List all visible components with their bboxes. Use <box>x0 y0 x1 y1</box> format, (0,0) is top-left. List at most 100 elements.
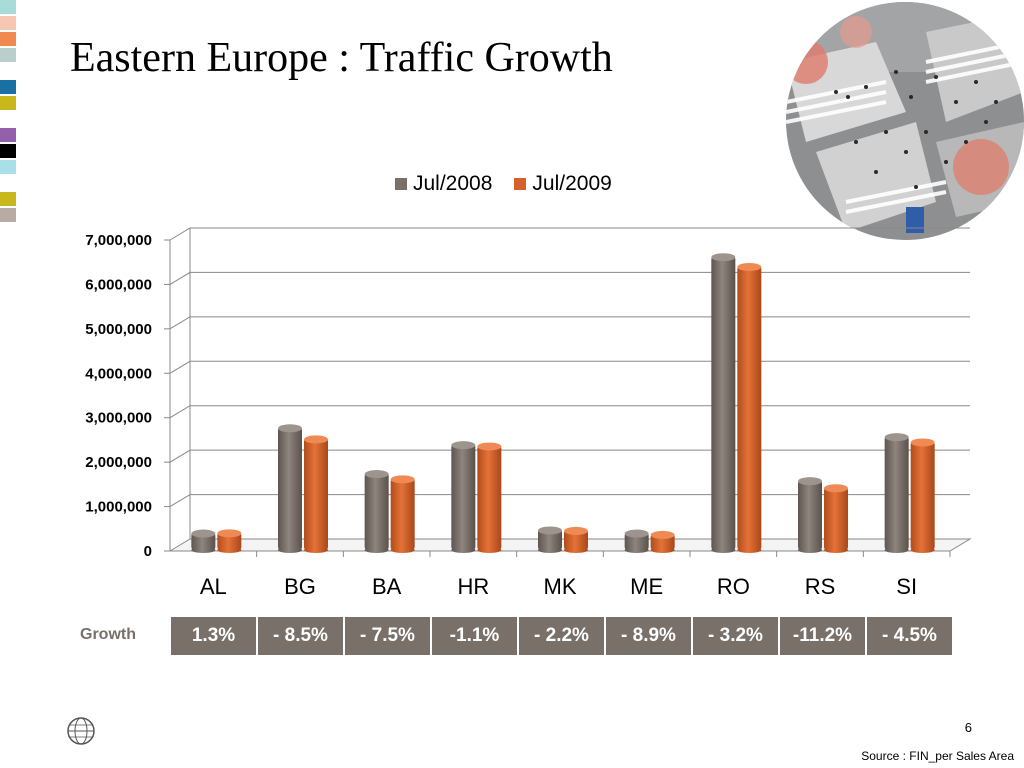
strip-swatch <box>0 16 16 30</box>
bar-cap <box>650 530 675 539</box>
bar-al-2008 <box>191 529 216 553</box>
y-tick-label: 6,000,000 <box>85 276 152 293</box>
bar-cap <box>538 526 562 535</box>
bar-body <box>390 478 415 550</box>
bar-cap <box>304 435 328 444</box>
bar-body <box>451 444 476 550</box>
y-tick-label: 4,000,000 <box>85 365 152 382</box>
bar-cap <box>711 253 736 262</box>
y-tick-label: 1,000,000 <box>85 499 152 516</box>
page-title: Eastern Europe : Traffic Growth <box>70 35 613 81</box>
chart-legend: Jul/2008 Jul/2009 <box>395 172 634 196</box>
growth-cell: 1.3% <box>171 617 256 655</box>
legend-item-2009: Jul/2009 <box>514 172 612 196</box>
bar-body <box>910 441 935 550</box>
bar-base <box>538 547 562 553</box>
strip-swatch <box>0 192 16 206</box>
strip-swatch <box>0 0 16 14</box>
strip-swatch <box>0 144 16 158</box>
bar-base <box>824 547 848 553</box>
bar-cap <box>364 470 389 479</box>
bar-base <box>278 547 302 553</box>
legend-label-2009: Jul/2009 <box>532 172 612 195</box>
strip-swatch <box>0 80 16 94</box>
bar-base <box>564 547 588 553</box>
bar-cap <box>624 529 649 538</box>
bar-ro-2009 <box>737 262 762 553</box>
gridline <box>169 271 970 285</box>
bar-cap <box>278 424 302 433</box>
bar-al-2009 <box>217 529 242 553</box>
bar-body <box>798 480 822 550</box>
bar-body <box>824 487 848 550</box>
bar-cap <box>824 484 848 493</box>
bar-base <box>737 547 762 553</box>
bar-base <box>191 547 216 553</box>
growth-cell: -1.1% <box>432 617 517 655</box>
bar-body <box>477 445 502 550</box>
bar-ro-2008 <box>711 253 736 553</box>
bar-body <box>884 436 909 550</box>
bar-bg-2008 <box>278 424 302 553</box>
legend-swatch-2009 <box>514 178 527 190</box>
bar-base <box>217 547 242 553</box>
x-tick-label: SI <box>896 574 917 599</box>
x-tick-label: RO <box>717 574 750 599</box>
growth-cell: - 8.5% <box>258 617 343 655</box>
legend-item-2008: Jul/2008 <box>395 172 492 196</box>
x-tick-label: BA <box>372 574 402 599</box>
bar-base <box>451 547 476 553</box>
gridline <box>169 360 970 374</box>
bar-hr-2009 <box>477 442 502 553</box>
strip-swatch <box>0 32 16 46</box>
growth-cell: - 4.5% <box>867 617 952 655</box>
bar-base <box>364 547 389 553</box>
x-tick-label: HR <box>457 574 489 599</box>
bar-cap <box>564 526 588 535</box>
source-note: Source : FIN_per Sales Area <box>861 749 1014 763</box>
y-tick-label: 7,000,000 <box>85 232 152 249</box>
bar-body <box>564 529 588 550</box>
bar-base <box>884 547 909 553</box>
bar-base <box>304 547 328 553</box>
bar-body <box>737 265 762 550</box>
bar-body <box>304 438 328 550</box>
growth-cell: - 8.9% <box>606 617 691 655</box>
bar-body <box>364 473 389 550</box>
y-tick-label: 2,000,000 <box>85 454 152 471</box>
gridline <box>169 449 970 463</box>
bar-base <box>798 547 822 553</box>
gridline <box>169 227 970 241</box>
bar-me-2008 <box>624 529 649 553</box>
bar-base <box>624 547 649 553</box>
legend-label-2008: Jul/2008 <box>413 172 493 195</box>
bar-hr-2008 <box>451 441 476 553</box>
bar-cap <box>798 477 822 486</box>
growth-cell: -11.2% <box>780 617 865 655</box>
y-tick-label: 3,000,000 <box>85 410 152 427</box>
bar-body <box>538 529 562 550</box>
bar-cap <box>910 438 935 447</box>
bar-ba-2009 <box>390 475 415 553</box>
gridline <box>169 494 970 508</box>
bar-base <box>477 547 502 553</box>
x-tick-label: MK <box>544 574 577 599</box>
bar-cap <box>451 441 476 450</box>
bar-bg-2009 <box>304 435 328 553</box>
growth-label: Growth <box>80 626 136 643</box>
growth-row: 1.3% - 8.5% - 7.5% -1.1% - 2.2% - 8.9% - 3.2% -… <box>171 617 954 655</box>
growth-cell: - 3.2% <box>693 617 778 655</box>
y-tick-label: 5,000,000 <box>85 321 152 338</box>
x-tick-label: BG <box>284 574 316 599</box>
y-tick-label: 0 <box>144 543 152 560</box>
growth-cell: - 2.2% <box>519 617 604 655</box>
bar-cap <box>477 442 502 451</box>
bar-base <box>711 547 736 553</box>
strip-swatch <box>0 96 16 110</box>
bar-si-2009 <box>910 438 935 553</box>
strip-swatch <box>0 128 16 142</box>
gridline <box>169 316 970 330</box>
bar-chart: 0 1,000,000 2,000,000 3,000,000 4,000,000 5,0… <box>85 227 972 599</box>
x-tick-label: ME <box>630 574 663 599</box>
strip-swatch <box>0 208 16 222</box>
